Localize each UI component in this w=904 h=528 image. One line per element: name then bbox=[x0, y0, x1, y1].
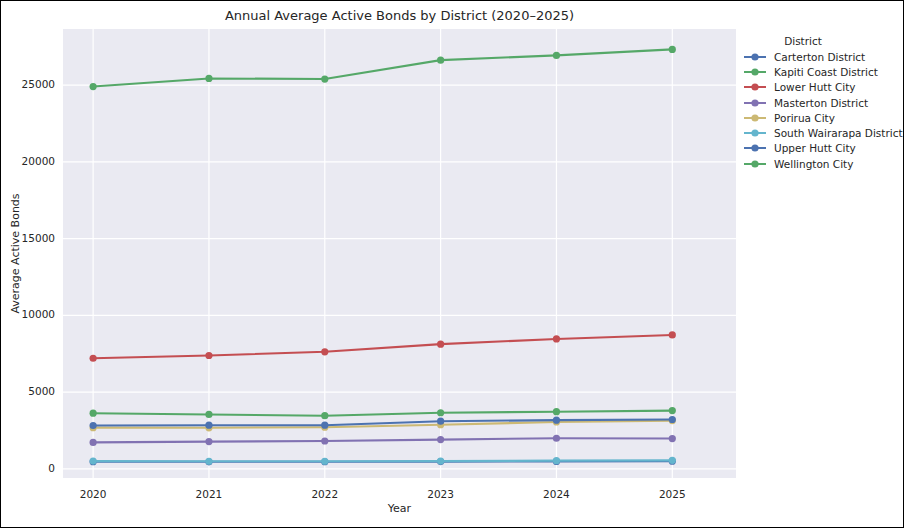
data-point bbox=[321, 458, 328, 465]
chart-title: Annual Average Active Bonds by District … bbox=[63, 8, 736, 23]
data-point bbox=[437, 57, 444, 64]
legend-marker-icon bbox=[743, 159, 767, 169]
data-point bbox=[437, 341, 444, 348]
data-point bbox=[205, 352, 212, 359]
x-axis-label: Year bbox=[63, 502, 736, 515]
data-point bbox=[205, 75, 212, 82]
y-tick-label: 15000 bbox=[1, 232, 55, 244]
data-point bbox=[437, 418, 444, 425]
x-tick-label: 2023 bbox=[411, 488, 471, 500]
legend-item: Lower Hutt City bbox=[743, 80, 895, 95]
legend-item: Kapiti Coast District bbox=[743, 64, 895, 79]
legend-item: Masterton District bbox=[743, 95, 895, 110]
x-tick-label: 2024 bbox=[526, 488, 586, 500]
legend-item-label: Kapiti Coast District bbox=[774, 66, 878, 78]
legend-marker-icon bbox=[743, 113, 767, 123]
data-point bbox=[90, 355, 97, 362]
y-tick-label: 0 bbox=[1, 462, 55, 474]
legend-item: Porirua City bbox=[743, 110, 895, 125]
data-point bbox=[321, 412, 328, 419]
legend: District Carterton District Kapiti Coast … bbox=[743, 34, 895, 171]
data-point bbox=[321, 348, 328, 355]
data-point bbox=[90, 422, 97, 429]
chart-figure: Annual Average Active Bonds by District … bbox=[0, 0, 904, 528]
y-axis-label: Average Active Bonds bbox=[9, 144, 22, 364]
data-point bbox=[553, 457, 560, 464]
legend-marker-icon bbox=[743, 67, 767, 77]
data-point bbox=[669, 416, 676, 423]
legend-marker-icon bbox=[743, 98, 767, 108]
data-point bbox=[553, 435, 560, 442]
legend-title: District bbox=[758, 34, 848, 49]
data-point bbox=[669, 407, 676, 414]
data-point bbox=[205, 411, 212, 418]
y-tick-label: 10000 bbox=[1, 308, 55, 320]
y-tick-label: 25000 bbox=[1, 78, 55, 90]
legend-item: South Wairarapa District bbox=[743, 125, 895, 140]
legend-items: Carterton District Kapiti Coast District L… bbox=[743, 49, 895, 171]
legend-item-label: Upper Hutt City bbox=[774, 142, 856, 154]
legend-marker-icon bbox=[743, 52, 767, 62]
data-point bbox=[321, 437, 328, 444]
data-point bbox=[669, 331, 676, 338]
legend-item-label: Wellington City bbox=[774, 158, 853, 170]
data-point bbox=[437, 409, 444, 416]
legend-item-label: Carterton District bbox=[774, 51, 865, 63]
data-point bbox=[669, 457, 676, 464]
data-point bbox=[553, 408, 560, 415]
x-tick-label: 2020 bbox=[63, 488, 123, 500]
data-point bbox=[90, 439, 97, 446]
data-point bbox=[553, 52, 560, 59]
data-point bbox=[669, 46, 676, 53]
data-point bbox=[90, 410, 97, 417]
x-tick-label: 2021 bbox=[179, 488, 239, 500]
legend-item: Carterton District bbox=[743, 49, 895, 64]
data-point bbox=[321, 75, 328, 82]
x-tick-label: 2022 bbox=[295, 488, 355, 500]
data-point bbox=[553, 417, 560, 424]
legend-item: Upper Hutt City bbox=[743, 141, 895, 156]
x-tick-label: 2025 bbox=[642, 488, 702, 500]
legend-item: Wellington City bbox=[743, 156, 895, 171]
data-point bbox=[437, 436, 444, 443]
data-point bbox=[90, 458, 97, 465]
data-point bbox=[205, 422, 212, 429]
legend-marker-icon bbox=[743, 143, 767, 153]
legend-marker-icon bbox=[743, 82, 767, 92]
data-point bbox=[669, 435, 676, 442]
legend-item-label: Porirua City bbox=[774, 112, 835, 124]
legend-item-label: Masterton District bbox=[774, 97, 868, 109]
series-line bbox=[93, 460, 672, 461]
y-tick-label: 5000 bbox=[1, 385, 55, 397]
data-point bbox=[205, 438, 212, 445]
data-point bbox=[437, 458, 444, 465]
data-point bbox=[205, 458, 212, 465]
legend-marker-icon bbox=[743, 128, 767, 138]
data-point bbox=[90, 83, 97, 90]
y-tick-label: 20000 bbox=[1, 155, 55, 167]
data-point bbox=[321, 422, 328, 429]
legend-item-label: Lower Hutt City bbox=[774, 81, 856, 93]
legend-item-label: South Wairarapa District bbox=[774, 127, 903, 139]
data-point bbox=[553, 335, 560, 342]
